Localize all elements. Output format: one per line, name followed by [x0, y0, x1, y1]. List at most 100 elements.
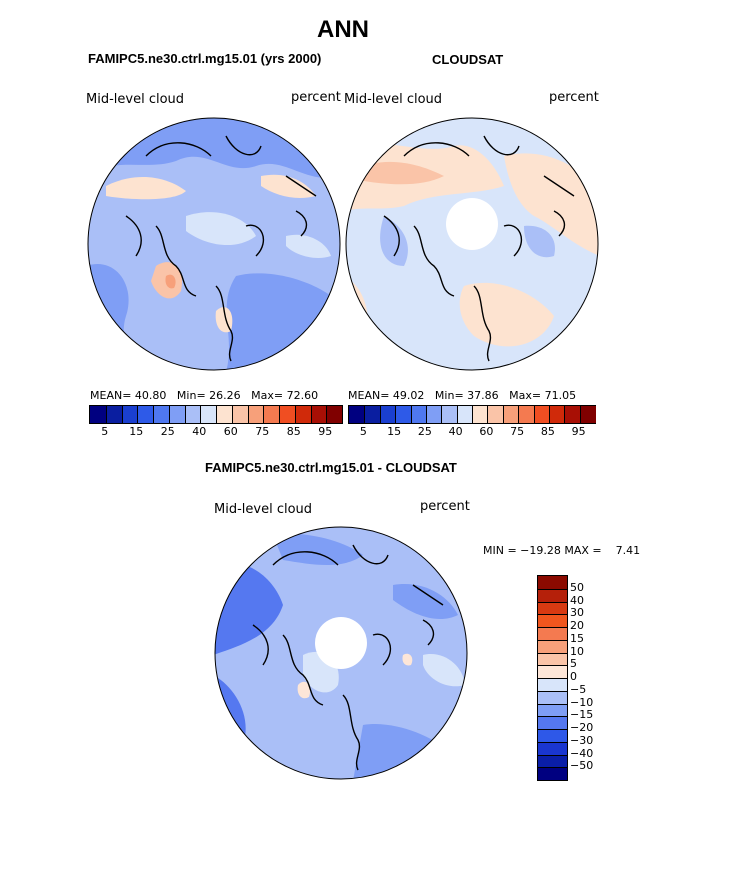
- colorbar-difference-tick-label: 15: [570, 631, 584, 645]
- colorbar-observation-swatch: [564, 406, 581, 423]
- colorbar-model-swatch: [121, 406, 138, 423]
- colorbar-difference: [537, 575, 568, 781]
- colorbar-model-swatch: [294, 406, 311, 423]
- colorbar-model-tick-label: 75: [255, 425, 270, 438]
- colorbar-observation-tick-label: 5: [359, 425, 367, 438]
- colorbar-observation-swatch: [364, 406, 381, 423]
- colorbar-difference-swatch: [538, 741, 567, 755]
- colorbar-difference-tick-label: 10: [570, 644, 584, 658]
- diff-panel-min-max: MIN = −19.28 MAX = 7.41: [483, 544, 641, 557]
- colorbar-difference-tick-label: −20: [570, 721, 594, 734]
- colorbar-observation-swatch: [472, 406, 488, 423]
- polar-map-model: [87, 117, 341, 371]
- colorbar-difference-tick-label: 40: [570, 593, 584, 607]
- colorbar-difference-tick-label: −5: [570, 682, 587, 696]
- colorbar-observation-tick-label: 40: [448, 425, 463, 438]
- colorbar-observation-swatch: [548, 406, 565, 423]
- panel-1-title: FAMIPC5.ne30.ctrl.mg15.01 (yrs 2000): [88, 51, 322, 66]
- colorbar-observation-swatch: [410, 406, 427, 423]
- panel-2-max-label: Max=: [509, 389, 542, 402]
- colorbar-observation-tick-label: 75: [510, 425, 525, 438]
- colorbar-difference-swatch: [538, 690, 567, 704]
- colorbar-model-swatch: [168, 406, 185, 423]
- colorbar-model-swatch: [310, 406, 327, 423]
- colorbar-observation: [348, 405, 596, 424]
- panel-2-title: CLOUDSAT: [432, 52, 504, 67]
- colorbar-difference-swatch: [538, 678, 567, 691]
- colorbar-difference-swatch: [538, 601, 567, 615]
- colorbar-difference-swatch: [538, 703, 567, 717]
- colorbar-model-swatch: [326, 406, 343, 423]
- colorbar-model-swatch: [137, 406, 154, 423]
- colorbar-observation-swatch: [425, 406, 442, 423]
- colorbar-observation-swatch: [533, 406, 550, 423]
- colorbar-difference-tick-label: −30: [570, 733, 594, 747]
- colorbar-difference-tick-label: −40: [570, 746, 594, 760]
- colorbar-difference-swatch: [538, 665, 567, 679]
- colorbar-model-swatch: [231, 406, 248, 423]
- diff-panel-variable-label: Mid-level cloud: [214, 502, 313, 517]
- colorbar-difference-swatch: [538, 639, 567, 653]
- panel-1-min-label: Min=: [176, 389, 206, 402]
- colorbar-observation-swatch: [579, 406, 596, 423]
- colorbar-model-tick-label: 15: [129, 425, 144, 438]
- colorbar-model-swatch: [263, 406, 280, 423]
- colorbar-model: [89, 405, 343, 424]
- panel-2-min-label: Min=: [434, 389, 464, 402]
- colorbar-model-swatch: [184, 406, 201, 423]
- colorbar-observation-swatch: [518, 406, 535, 423]
- colorbar-observation-swatch: [487, 406, 504, 423]
- colorbar-difference-swatch: [538, 627, 567, 640]
- colorbar-model-swatch: [105, 406, 122, 423]
- colorbar-difference-tick-label: 20: [570, 619, 584, 632]
- colorbar-model-tick-label: 5: [101, 425, 109, 438]
- panel-1-mean-label: MEAN=: [90, 389, 132, 402]
- panel-1-min-value: 26.26: [209, 389, 241, 402]
- polar-map-observation: [345, 117, 599, 371]
- polar-map-difference: [214, 526, 468, 780]
- colorbar-difference-swatch: [538, 652, 567, 666]
- panel-1-mean-value: 40.80: [134, 389, 167, 402]
- colorbar-observation-swatch: [379, 406, 396, 423]
- colorbar-difference-tick-label: 50: [570, 580, 584, 594]
- colorbar-difference-tick-label: −10: [570, 695, 594, 709]
- colorbar-difference-swatch: [538, 729, 567, 742]
- colorbar-model-swatch: [279, 406, 295, 423]
- panel-1-variable-label: Mid-level cloud: [86, 92, 185, 107]
- colorbar-model-labels: 5 15 25 40 60 75 85 95: [89, 425, 341, 439]
- colorbar-observation-tick-label: 85: [540, 425, 555, 438]
- panel-2-min-value: 37.86: [467, 389, 499, 402]
- colorbar-observation-swatch: [349, 406, 365, 423]
- colorbar-difference-tick-label: 5: [570, 657, 577, 671]
- colorbar-model-swatch: [153, 406, 169, 423]
- colorbar-model-swatch: [90, 406, 106, 423]
- colorbar-model-tick-label: 60: [223, 425, 238, 438]
- colorbar-model-tick-label: 95: [318, 425, 333, 438]
- colorbar-model-tick-label: 40: [192, 425, 207, 438]
- colorbar-observation-swatch: [395, 406, 412, 423]
- colorbar-model-tick-label: 85: [286, 425, 301, 438]
- colorbar-observation-tick-label: 15: [387, 425, 402, 438]
- colorbar-difference-tick-label: −15: [570, 708, 594, 722]
- colorbar-observation-tick-label: 25: [417, 425, 432, 438]
- diff-panel-units-label: percent: [420, 499, 470, 514]
- colorbar-observation-labels: 5 15 25 40 60 75 85 95: [348, 425, 594, 439]
- colorbar-observation-swatch: [502, 406, 519, 423]
- panel-2-mean-label: MEAN=: [348, 389, 390, 402]
- colorbar-difference-tick-label: −50: [570, 759, 594, 773]
- colorbar-observation-swatch: [456, 406, 473, 423]
- colorbar-difference-swatch: [538, 576, 567, 589]
- panel-2-max-value: 71.05: [544, 389, 577, 402]
- panel-2-units-label: percent: [549, 90, 599, 105]
- diff-panel-title: FAMIPC5.ne30.ctrl.mg15.01 - CLOUDSAT: [205, 460, 457, 475]
- panel-1-units-label: percent: [291, 90, 341, 105]
- colorbar-difference-tick-label: 30: [570, 606, 584, 620]
- colorbar-difference-tick-label: 0: [570, 670, 577, 683]
- colorbar-difference-swatch: [538, 614, 567, 628]
- panel-2-mean-value: 49.02: [392, 389, 425, 402]
- colorbar-observation-swatch: [441, 406, 458, 423]
- colorbar-observation-tick-label: 95: [571, 425, 586, 438]
- colorbar-difference-swatch: [538, 767, 567, 781]
- colorbar-model-swatch: [247, 406, 264, 423]
